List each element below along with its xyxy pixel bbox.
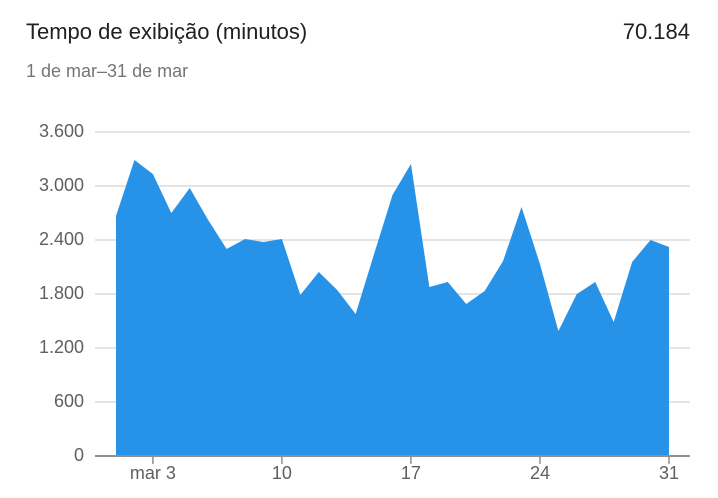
- x-tick-label: mar 3: [130, 463, 176, 483]
- y-tick-label: 3.600: [39, 121, 84, 141]
- y-tick-label: 3.000: [39, 175, 84, 195]
- x-tick-label: 31: [659, 463, 679, 483]
- subtitle: 1 de mar–31 de mar: [26, 61, 188, 81]
- x-tick-label: 17: [401, 463, 421, 483]
- total: 70.184: [623, 19, 690, 44]
- chart-title: Tempo de exibição (minutos): [26, 19, 307, 44]
- x-tick-label: 24: [530, 463, 550, 483]
- x-tick-label: 10: [272, 463, 292, 483]
- y-tick-label: 0: [74, 445, 84, 465]
- y-tick-label: 2.400: [39, 229, 84, 249]
- y-tick-label: 1.200: [39, 337, 84, 357]
- y-tick-label: 600: [54, 391, 84, 411]
- y-tick-label: 1.800: [39, 283, 84, 303]
- area: [116, 159, 669, 457]
